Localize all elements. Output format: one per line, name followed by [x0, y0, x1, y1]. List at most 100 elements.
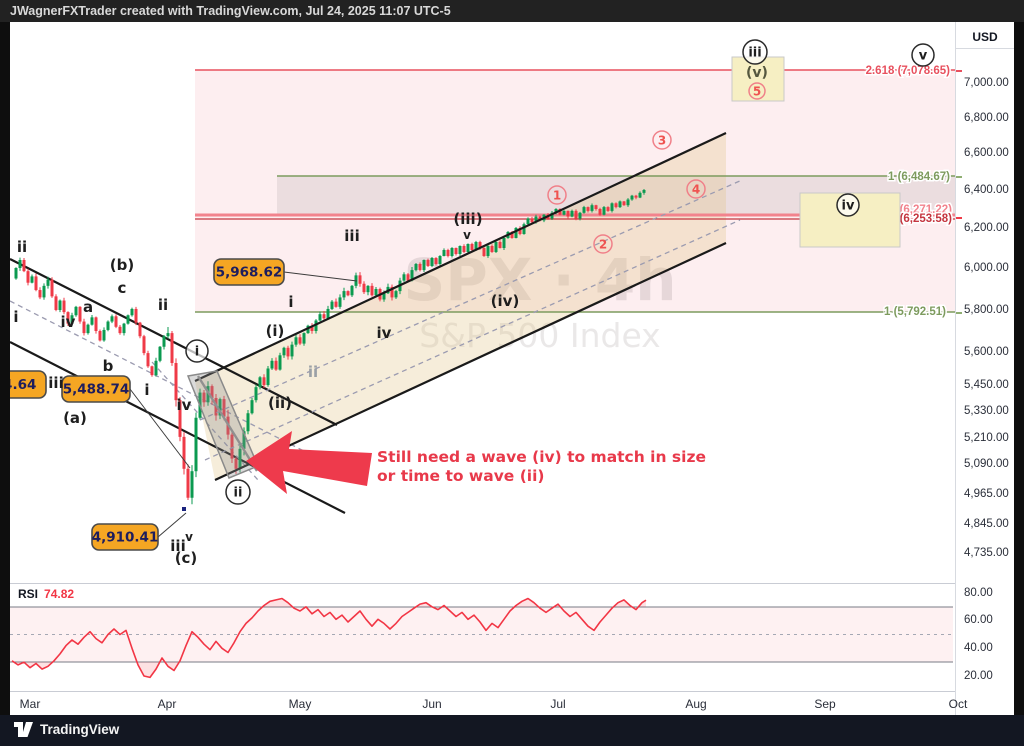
rsi-legend[interactable]: RSI 74.82	[18, 587, 74, 601]
time-axis-label-oct[interactable]: Oct	[948, 697, 968, 711]
price-scale-label: 7,000.00	[964, 77, 1009, 89]
price-flag-badge[interactable]	[213, 258, 285, 286]
wave-label[interactable]: iv	[177, 396, 192, 414]
wave-label[interactable]: i	[13, 308, 18, 326]
circled-number-label[interactable]	[748, 82, 766, 100]
wave-label[interactable]: ii	[308, 363, 318, 381]
rsi-pane[interactable]: RSI 74.82	[10, 583, 955, 692]
circled-roman-label[interactable]	[185, 339, 209, 363]
price-chart-canvas[interactable]: SPX · 4hS&P 500 Index 2.618 (7,078.65) 1 (…	[10, 22, 955, 583]
time-axis-label-jul[interactable]: Jul	[550, 697, 566, 711]
price-scale-label: 60.00	[964, 614, 993, 626]
currency-label[interactable]: USD	[956, 26, 1014, 49]
target-zone-box[interactable]	[799, 192, 901, 248]
wave-label[interactable]: (iii)	[453, 210, 482, 228]
circled-label-text: 3	[658, 133, 666, 147]
time-axis-label-mar[interactable]: Mar	[19, 697, 41, 711]
price-scale[interactable]: USD 7,000.00 6,800.00 6,600.00 6,400.00 6,20…	[955, 22, 1014, 715]
wave-label[interactable]: c	[118, 279, 127, 297]
fib-extension-zone	[195, 70, 955, 312]
fib-scale-tick	[956, 312, 962, 314]
annotation-text-line2[interactable]: or time to wave (ii)	[377, 467, 545, 485]
wave-label[interactable]: (i)	[266, 322, 285, 340]
circled-number-label[interactable]	[652, 130, 672, 150]
wave-label[interactable]: a	[83, 298, 93, 316]
watermark-symbol: SPX · 4h	[403, 246, 676, 314]
circled-roman-label[interactable]	[225, 479, 251, 505]
wave-label[interactable]: iii	[344, 227, 359, 245]
price-scale-label: 20.00	[964, 670, 993, 682]
price-scale-label: 4,845.00	[964, 518, 1009, 530]
wave-label[interactable]: iv	[377, 324, 392, 342]
attribution-bar: JWagnerFXTrader created with TradingView…	[0, 0, 1024, 22]
time-axis-label-apr[interactable]: Apr	[157, 697, 177, 711]
gray-trendline[interactable]	[196, 375, 259, 472]
circled-label-text: iii	[748, 45, 761, 60]
badge-pointer-line	[283, 271, 358, 282]
badge-pointer-line	[129, 388, 191, 469]
circled-number-label[interactable]	[686, 179, 706, 199]
fib-scale-tick	[956, 70, 962, 72]
ascending-median-dashed[interactable]	[204, 219, 741, 461]
circled-number-label[interactable]	[593, 234, 613, 254]
circled-number-label[interactable]	[547, 185, 567, 205]
price-scale-label: 5,210.00	[964, 432, 1009, 444]
brand-name[interactable]: TradingView	[40, 722, 120, 737]
rsi-value: 74.82	[44, 587, 75, 601]
ascending-channel-line[interactable]	[194, 132, 727, 382]
wave-label[interactable]: v	[463, 228, 471, 242]
time-axis-label-may[interactable]: May	[288, 697, 312, 711]
wave-label[interactable]: i	[144, 381, 149, 399]
circled-label-text: 1	[553, 188, 561, 202]
tradingview-logo-icon[interactable]	[14, 722, 34, 737]
wave-label[interactable]: (b)	[110, 256, 134, 274]
wave-label[interactable]: (v)	[746, 65, 768, 81]
wave-label[interactable]: iii	[48, 374, 63, 392]
price-flag-badge[interactable]	[10, 370, 47, 399]
time-axis-label-sep[interactable]: Sep	[814, 697, 836, 711]
watermark-name: S&P 500 Index	[419, 316, 660, 355]
circled-roman-label[interactable]	[742, 39, 768, 65]
red-arrow-callout[interactable]	[246, 431, 372, 494]
circled-label-text: iv	[842, 198, 855, 213]
wave-label[interactable]: v	[185, 530, 193, 544]
right-edge-strip	[1014, 22, 1024, 715]
price-scale-label: 5,800.00	[964, 304, 1009, 316]
price-flag-value: 5,968.62	[216, 265, 283, 281]
rsi-oversold-fill	[12, 662, 646, 678]
ascending-channel-fill	[195, 133, 726, 480]
annotation-text-line1[interactable]: Still need a wave (iv) to match in size	[377, 448, 706, 466]
wave-label[interactable]: iii	[170, 537, 185, 555]
ascending-channel-line[interactable]	[214, 242, 727, 481]
time-axis-label-aug[interactable]: Aug	[685, 697, 707, 711]
circled-roman-label[interactable]	[911, 43, 935, 67]
attribution-text: JWagnerFXTrader created with TradingView…	[10, 4, 451, 18]
wave-label[interactable]: ii	[17, 238, 27, 256]
circled-label-text: i	[195, 344, 199, 359]
rsi-canvas[interactable]	[10, 584, 953, 691]
descending-channel-line[interactable]	[10, 341, 346, 514]
price-flag-value: 4,910.41	[92, 530, 159, 546]
wave-label[interactable]: (a)	[63, 409, 87, 427]
price-scale-label: 5,330.00	[964, 405, 1009, 417]
wave-label[interactable]: (iv)	[491, 292, 520, 310]
wave-label[interactable]: (ii)	[268, 394, 292, 412]
price-flag-badge[interactable]	[61, 375, 131, 403]
wave-label[interactable]: iv	[61, 313, 76, 331]
circled-label-text: 4	[692, 182, 700, 196]
price-scale-label: 5,090.00	[964, 458, 1009, 470]
bottom-brand-bar: TradingView	[0, 715, 1024, 746]
main-chart[interactable]: SPX · 4hS&P 500 Index 2.618 (7,078.65) 1 (…	[10, 22, 955, 583]
price-scale-label: 6,600.00	[964, 147, 1009, 159]
wave-label[interactable]: i	[288, 293, 293, 311]
price-scale-label: 5,600.00	[964, 346, 1009, 358]
left-edge-strip	[0, 22, 10, 715]
wave-label[interactable]: ii	[158, 296, 168, 314]
circled-roman-label[interactable]	[836, 193, 860, 217]
price-scale-label: 6,800.00	[964, 112, 1009, 124]
wave-label[interactable]: b	[103, 357, 114, 375]
wave-label[interactable]: (c)	[175, 549, 198, 567]
price-flag-badge[interactable]	[91, 523, 159, 551]
time-axis-label-jun[interactable]: Jun	[422, 697, 442, 711]
time-axis[interactable]: Mar Apr May Jun Jul Aug Sep Oct	[10, 692, 967, 715]
